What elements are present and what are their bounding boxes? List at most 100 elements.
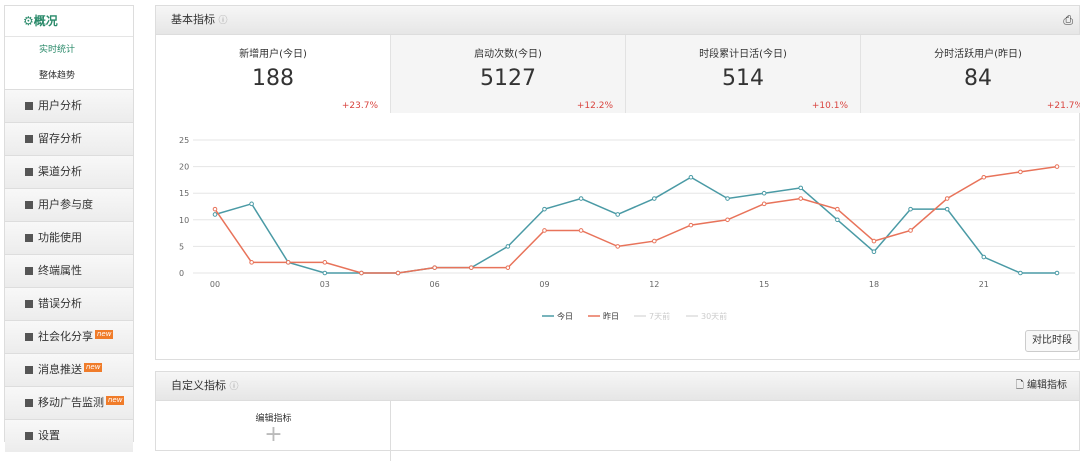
custom-panel: 自定义指标 ⓘ 🗋 编辑指标 编辑指标 + bbox=[155, 371, 1080, 461]
legend-label: 今日 bbox=[557, 311, 573, 321]
menu-label: 错误分析 bbox=[38, 297, 82, 310]
menu-item[interactable]: 消息推送 new bbox=[5, 353, 133, 386]
point bbox=[981, 254, 987, 260]
metric-card[interactable]: 启动次数(今日) 5127 +12.2% bbox=[391, 35, 626, 113]
menu-label: 消息推送 bbox=[38, 363, 82, 376]
point bbox=[908, 206, 913, 212]
menu-badge: new bbox=[106, 396, 125, 405]
metric-change: +21.7% bbox=[1046, 101, 1080, 111]
edit-box[interactable]: 编辑指标 + bbox=[157, 401, 391, 461]
menu-label: 用户参与度 bbox=[38, 198, 93, 211]
menu: 用户分析 留存分析 渠道分析 用户参与度 功能使用 终端属性 错误分析 社会化分享 new 消息推… bbox=[5, 89, 133, 452]
point bbox=[688, 222, 694, 228]
metric-label: 启动次数(今日) bbox=[474, 49, 542, 60]
point bbox=[725, 217, 730, 223]
sidebar: ⚙概况 实时统计整体趋势 用户分析留存分析渠道分析用户参与度功能使用终端属性错误… bbox=[4, 5, 134, 452]
point bbox=[1018, 169, 1023, 175]
menu-label: 留存分析 bbox=[38, 132, 82, 145]
edit-box-label: 编辑指标 bbox=[255, 414, 292, 424]
panel-header: 自定义指标 ⓘ 🗋 编辑指标 bbox=[156, 372, 1079, 401]
edit-action[interactable]: 🗋 编辑指标 bbox=[1015, 380, 1067, 391]
menu-item[interactable]: 留存分析 bbox=[5, 122, 133, 155]
panel-header: 基本指标 ⓘ ⎙ bbox=[156, 6, 1079, 35]
menu-icon bbox=[25, 399, 33, 407]
menu-item[interactable]: 社会化分享 new bbox=[5, 320, 133, 353]
series-line bbox=[214, 176, 1057, 274]
legend-label: 7天前 bbox=[649, 311, 670, 321]
sidebar-header-text: 概况 bbox=[33, 14, 58, 28]
sidebar-header[interactable]: ⚙概况 bbox=[5, 6, 133, 37]
menu-icon bbox=[25, 234, 33, 242]
y-tick-label: 0 bbox=[179, 269, 184, 278]
subitems: 实时统计 整体趋势 bbox=[5, 37, 133, 89]
menu-item[interactable]: 错误分析 bbox=[5, 287, 133, 320]
metric-change: +12.2% bbox=[576, 101, 613, 111]
point bbox=[688, 174, 694, 180]
menu-label: 用户分析 bbox=[38, 99, 82, 112]
subitem[interactable]: 实时统计 bbox=[39, 45, 76, 55]
menu-label: 功能使用 bbox=[38, 231, 82, 244]
metric-value: 188 bbox=[252, 66, 294, 91]
menu-item[interactable]: 移动广告监测 new bbox=[5, 386, 133, 419]
point bbox=[249, 201, 254, 207]
menu-icon bbox=[25, 267, 33, 275]
subitem[interactable]: 整体趋势 bbox=[39, 71, 76, 81]
point bbox=[615, 244, 620, 249]
metric-label: 分时活跃用户(昨日) bbox=[934, 49, 1022, 60]
y-tick-label: 5 bbox=[179, 242, 184, 251]
point bbox=[725, 196, 730, 201]
basic-panel: 基本指标 ⓘ ⎙ 新增用户(今日) 188 +23.7% 启动次数(今日) 5127 +12… bbox=[155, 5, 1080, 360]
point bbox=[432, 265, 437, 270]
menu-badge: new bbox=[95, 330, 114, 339]
point bbox=[761, 190, 767, 196]
menu-icon bbox=[25, 201, 33, 209]
menu-badge: new bbox=[84, 363, 103, 372]
point bbox=[249, 260, 254, 265]
metric-card[interactable]: 分时活跃用户(昨日) 84 +21.7% bbox=[861, 35, 1080, 113]
menu-icon bbox=[25, 102, 33, 110]
menu-item[interactable]: 终端属性 bbox=[5, 254, 133, 287]
point bbox=[505, 265, 511, 270]
menu-item[interactable]: 功能使用 bbox=[5, 221, 133, 254]
point bbox=[212, 212, 218, 217]
legend-label: 30天前 bbox=[701, 311, 727, 321]
chart: 0 5 10 15 20 25 00 03 06 09 12 15 18 21 今日 昨日 7天前 30天前 bbox=[179, 136, 1075, 321]
point bbox=[871, 238, 877, 244]
x-tick-label: 00 bbox=[210, 280, 220, 289]
menu-item[interactable]: 渠道分析 bbox=[5, 155, 133, 188]
menu-icon bbox=[25, 432, 33, 440]
point bbox=[944, 196, 950, 201]
point bbox=[652, 238, 657, 244]
point bbox=[578, 228, 584, 233]
menu-icon bbox=[25, 333, 33, 341]
point bbox=[652, 196, 657, 201]
point bbox=[395, 270, 401, 276]
point bbox=[1054, 270, 1060, 276]
metric-card[interactable]: 新增用户(今日) 188 +23.7% bbox=[156, 35, 391, 113]
point bbox=[835, 206, 840, 212]
menu-icon bbox=[25, 135, 33, 143]
menu-icon bbox=[25, 366, 33, 374]
y-tick-label: 25 bbox=[179, 136, 189, 145]
point bbox=[322, 260, 328, 265]
edit-action-text: 编辑指标 bbox=[1027, 380, 1067, 391]
metric-value: 5127 bbox=[480, 66, 536, 91]
panel-title: 自定义指标 bbox=[171, 379, 226, 392]
x-tick-label: 18 bbox=[869, 280, 879, 289]
point bbox=[359, 270, 364, 276]
metric-change: +23.7% bbox=[341, 101, 378, 111]
metric-value: 84 bbox=[964, 66, 992, 91]
menu-item[interactable]: 用户参与度 bbox=[5, 188, 133, 221]
menu-icon bbox=[25, 300, 33, 308]
menu-item[interactable]: 用户分析 bbox=[5, 89, 133, 122]
menu-label: 设置 bbox=[38, 429, 60, 442]
point bbox=[322, 270, 328, 276]
x-tick-label: 15 bbox=[759, 280, 769, 289]
metric-label: 时段累计日活(今日) bbox=[699, 49, 787, 60]
menu-label: 渠道分析 bbox=[38, 165, 82, 178]
metric-card[interactable]: 时段累计日活(今日) 514 +10.1% bbox=[626, 35, 861, 113]
point bbox=[1054, 164, 1060, 169]
compare-button[interactable]: 对比时段 bbox=[1025, 330, 1079, 352]
y-tick-label: 20 bbox=[179, 163, 189, 172]
menu-item[interactable]: 设置 bbox=[5, 419, 133, 452]
